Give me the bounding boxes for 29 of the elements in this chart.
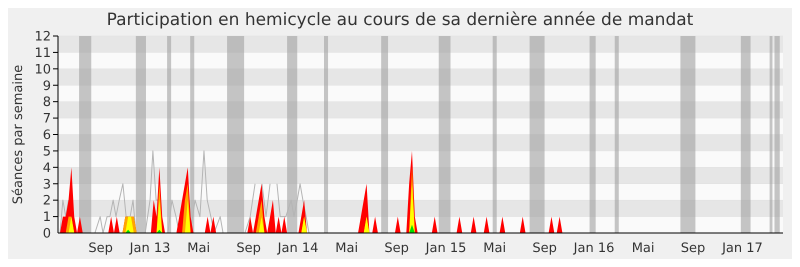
y-tick-label: 2 bbox=[42, 194, 51, 209]
y-tick-label: 0 bbox=[42, 226, 51, 242]
y-tick-label: 12 bbox=[34, 30, 51, 45]
y-tick-label: 1 bbox=[42, 210, 51, 226]
x-tick-label: Mai bbox=[483, 241, 506, 256]
y-tick-label: 10 bbox=[34, 62, 51, 78]
chart-title: Participation en hemicycle au cours de sa dernière année de mandat bbox=[106, 10, 694, 30]
x-tick-label: Sep bbox=[384, 241, 409, 256]
y-tick-label: 5 bbox=[42, 144, 51, 160]
y-axis-title: Séances par semaine bbox=[11, 64, 26, 204]
y-tick-label: 9 bbox=[42, 78, 51, 94]
y-tick-label: 8 bbox=[42, 95, 51, 110]
x-tick-label: Jan 14 bbox=[276, 241, 318, 256]
x-tick-label: Sep bbox=[236, 241, 261, 256]
x-tick-label: Sep bbox=[532, 241, 557, 256]
x-tick-label: Mai bbox=[335, 241, 358, 256]
x-tick-label: Sep bbox=[88, 241, 113, 256]
x-tick-label: Jan 17 bbox=[721, 241, 763, 256]
y-tick-label: 3 bbox=[42, 177, 51, 192]
x-tick-label: Mai bbox=[187, 241, 210, 256]
y-tick-label: 7 bbox=[42, 112, 51, 127]
y-tick-label: 4 bbox=[42, 160, 51, 176]
y-tick-label: 11 bbox=[34, 46, 51, 61]
x-tick-label: Mai bbox=[632, 241, 655, 256]
x-tick-label: Jan 16 bbox=[572, 241, 614, 256]
x-tick-label: Jan 13 bbox=[128, 241, 170, 256]
x-tick-label: Sep bbox=[680, 241, 706, 256]
y-tick-label: 6 bbox=[42, 128, 51, 144]
x-tick-label: Jan 15 bbox=[424, 241, 466, 256]
